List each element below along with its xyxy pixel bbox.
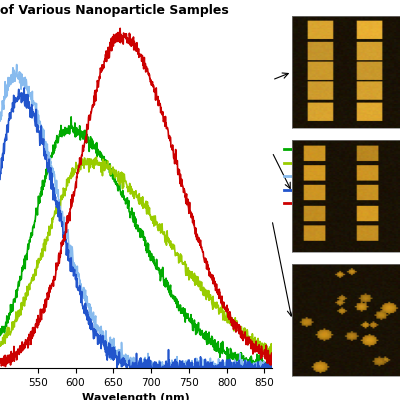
Au Squares(1) bbox=[0, 332, 2, 336]
Au Squares(1) bbox=[232, 352, 237, 357]
X-axis label: Wavelength (nm): Wavelength (nm) bbox=[82, 393, 190, 400]
Ag Triangles (1) bbox=[232, 320, 237, 324]
Au Squares(1) bbox=[69, 114, 74, 119]
Ag Squares(2) bbox=[270, 364, 274, 368]
Ag Squares(1) bbox=[204, 366, 209, 370]
Ag Squares(1) bbox=[0, 119, 2, 124]
Au Squares(2) bbox=[267, 357, 272, 362]
Ag Triangles (1) bbox=[15, 349, 20, 354]
Au Squares(2) bbox=[0, 339, 2, 344]
Au Squares(2) bbox=[171, 246, 176, 251]
Au Squares(2) bbox=[204, 288, 209, 293]
Ag Squares(1) bbox=[14, 62, 19, 67]
Au Squares(2) bbox=[163, 240, 168, 245]
Ag Squares(2) bbox=[0, 177, 2, 182]
Au Squares(1) bbox=[171, 293, 176, 298]
Au Squares(2) bbox=[156, 228, 161, 233]
Ag Squares(2) bbox=[156, 366, 161, 370]
Au Squares(2) bbox=[270, 351, 274, 356]
Au Squares(1) bbox=[204, 340, 209, 345]
Ag Squares(1) bbox=[156, 366, 161, 370]
Ag Triangles (1) bbox=[172, 156, 176, 161]
Ag Squares(1) bbox=[124, 366, 129, 370]
Au Squares(2) bbox=[232, 319, 237, 324]
Ag Squares(2) bbox=[163, 359, 168, 364]
Ag Triangles (1) bbox=[270, 355, 274, 360]
Ag Triangles (1) bbox=[156, 98, 161, 102]
Text: of Various Nanoparticle Samples: of Various Nanoparticle Samples bbox=[0, 4, 229, 18]
Ag Squares(1) bbox=[163, 366, 168, 370]
Au Squares(1) bbox=[14, 295, 19, 300]
Line: Au Squares(2): Au Squares(2) bbox=[0, 157, 272, 359]
Au Squares(1) bbox=[156, 268, 161, 272]
Ag Squares(2) bbox=[232, 366, 237, 370]
Au Squares(2) bbox=[14, 318, 19, 323]
Line: Au Squares(1): Au Squares(1) bbox=[0, 117, 272, 368]
Ag Triangles (1) bbox=[0, 360, 2, 365]
Ag Triangles (1) bbox=[3, 364, 8, 369]
Au Squares(1) bbox=[270, 363, 274, 368]
Au Squares(1) bbox=[163, 282, 168, 287]
Ag Squares(2) bbox=[204, 360, 209, 365]
Ag Squares(1) bbox=[270, 365, 274, 370]
Ag Squares(1) bbox=[172, 366, 176, 370]
Au Squares(1) bbox=[262, 366, 266, 370]
Line: Ag Triangles (1): Ag Triangles (1) bbox=[0, 28, 272, 366]
Ag Squares(1) bbox=[232, 358, 237, 362]
Ag Squares(2) bbox=[14, 98, 19, 103]
Ag Squares(1) bbox=[15, 72, 20, 76]
Line: Ag Squares(2): Ag Squares(2) bbox=[0, 88, 272, 368]
Au Squares(2) bbox=[94, 154, 99, 159]
Legend: Au Squares(1), Au Squares(2), Ag Squares(1), Ag Squares(2), Ag Triangles (1): Au Squares(1), Au Squares(2), Ag Squares… bbox=[280, 142, 371, 212]
Ag Squares(2) bbox=[172, 364, 176, 369]
Ag Triangles (1) bbox=[204, 259, 209, 264]
Ag Squares(2) bbox=[115, 366, 120, 370]
Ag Triangles (1) bbox=[163, 122, 168, 127]
Line: Ag Squares(1): Ag Squares(1) bbox=[0, 64, 272, 368]
Ag Triangles (1) bbox=[118, 26, 122, 31]
Ag Squares(2) bbox=[22, 86, 26, 90]
